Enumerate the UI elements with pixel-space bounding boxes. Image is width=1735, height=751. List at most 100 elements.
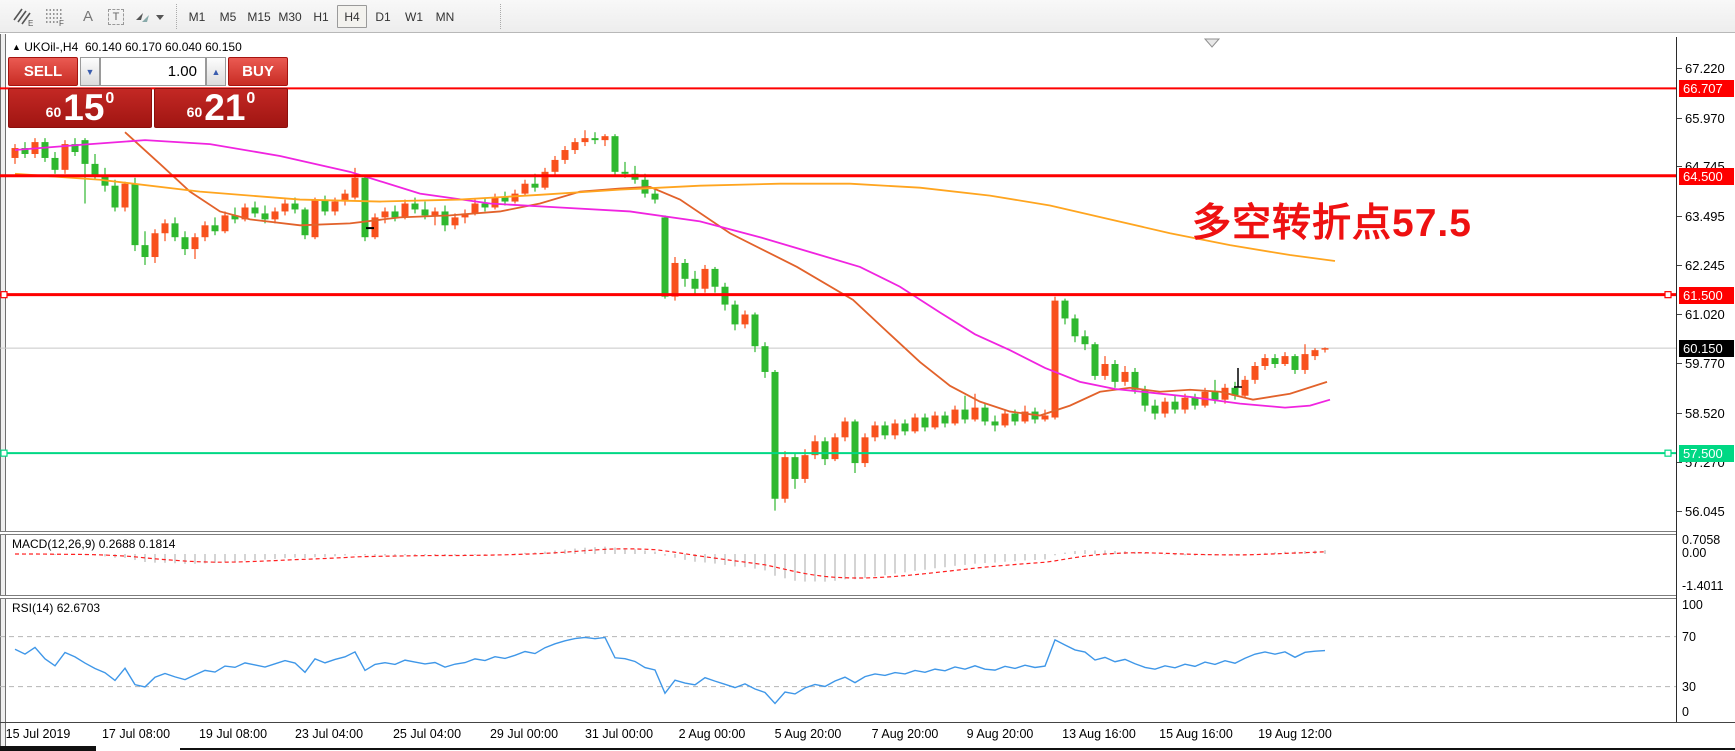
price-tick <box>1677 363 1682 365</box>
price-tick-label: 56.045 <box>1685 503 1725 519</box>
ma-fast-line <box>124 131 1328 417</box>
rsi-line <box>14 636 1326 705</box>
time-scale[interactable]: 15 Jul 2019 17 Jul 08:00 19 Jul 08:00 23 Ju… <box>0 723 1735 745</box>
svg-text:E: E <box>28 19 33 28</box>
ma-slow-line <box>14 172 1336 262</box>
price-tick <box>1677 68 1682 69</box>
price-tick <box>1677 313 1682 315</box>
ask-main: 21 <box>204 86 246 128</box>
rsi-value: 62.6703 <box>56 601 101 615</box>
chart-shift-icon <box>1203 38 1221 48</box>
price-tick-label: 67.220 <box>1685 61 1725 76</box>
tf-m15[interactable]: M15 <box>247 9 271 24</box>
price-badge-60.150: 60.150 <box>1679 340 1734 358</box>
rsi-axis-label: 30 <box>1682 680 1696 694</box>
text-label-icon[interactable]: A <box>82 8 93 25</box>
chart-annotation-text[interactable]: 多空转折点57.5 <box>1192 202 1472 245</box>
time-label: 9 Aug 20:00 <box>966 727 1034 741</box>
window-left-border <box>0 34 6 751</box>
macd-panel-splitter[interactable] <box>0 531 1735 535</box>
toolbar-separator <box>176 4 177 29</box>
bid-main: 15 <box>63 86 105 128</box>
price-badge-61.500: 61.500 <box>1679 286 1734 304</box>
time-label: 5 Aug 20:00 <box>774 727 842 741</box>
volume-field[interactable]: 1.00 <box>100 57 206 86</box>
tf-m1[interactable]: M1 <box>188 9 206 24</box>
tf-h1[interactable]: H1 <box>313 9 329 24</box>
rsi-panel-bottom-border <box>0 722 1735 723</box>
time-label: 13 Aug 16:00 <box>1062 727 1136 741</box>
rsi-canvas[interactable] <box>0 599 1676 722</box>
one-click-trade-panel: SELL ▼ 1.00 ▲ BUY 60 15 0 60 21 0 <box>8 57 288 128</box>
volume-step-down[interactable]: ▼ <box>80 57 100 86</box>
time-label: 19 Jul 08:00 <box>198 727 268 741</box>
tf-m30[interactable]: M30 <box>278 9 302 24</box>
macd-axis-label: 0.7058 <box>1682 533 1721 547</box>
price-chart-canvas[interactable] <box>0 37 1676 531</box>
ask-pip: 0 <box>246 90 256 107</box>
price-tick-label: 62.245 <box>1685 258 1725 274</box>
price-tick-label: 59.770 <box>1685 356 1725 372</box>
price-badge-64.500: 64.500 <box>1679 167 1734 185</box>
chart-header: ▲ UKOil-,H4 60.140 60.170 60.040 60.150 <box>12 40 242 54</box>
time-label: 19 Aug 12:00 <box>1258 727 1332 741</box>
tf-mn[interactable]: MN <box>435 9 455 24</box>
macd-axis-label: -1.4011 <box>1682 579 1724 593</box>
bottom-scrollbar-thumb[interactable] <box>0 746 96 751</box>
macd-axis-label: 0.00 <box>1682 546 1707 560</box>
rsi-axis-label: 70 <box>1682 630 1696 644</box>
time-label: 29 Jul 00:00 <box>489 727 559 741</box>
time-label: 31 Jul 00:00 <box>584 727 654 741</box>
price-tick <box>1677 215 1682 217</box>
price-tick-label: 61.020 <box>1685 306 1725 322</box>
rsi-panel-splitter[interactable] <box>0 595 1735 599</box>
grid-fibo-icon[interactable]: F <box>44 4 72 29</box>
hatch-expert-icon[interactable]: E <box>12 4 40 29</box>
price-tick <box>1677 166 1682 168</box>
rsi-axis-label: 0 <box>1682 705 1689 719</box>
time-label: 15 Aug 16:00 <box>1159 727 1233 741</box>
time-label: 7 Aug 20:00 <box>871 727 939 741</box>
macd-canvas[interactable] <box>0 535 1676 595</box>
toolbar-separator-2 <box>500 4 501 29</box>
macd-label: MACD(12,26,9) 0.2688 0.1814 <box>12 537 176 551</box>
price-tick-label: 58.520 <box>1685 405 1725 421</box>
time-label: 15 Jul 2019 <box>5 727 71 741</box>
price-tick <box>1677 265 1682 267</box>
price-tick-label: 65.970 <box>1685 110 1725 126</box>
sell-button[interactable]: SELL <box>8 57 78 86</box>
macd-signal-line <box>14 548 1326 579</box>
price-badge-66.707: 66.707 <box>1679 80 1734 98</box>
tf-m5[interactable]: M5 <box>219 9 237 24</box>
time-label: 2 Aug 00:00 <box>678 727 746 741</box>
price-tick <box>1677 462 1682 464</box>
ask-price-box[interactable]: 60 21 0 <box>154 88 288 128</box>
price-badge-57.500: 57.500 <box>1679 445 1734 463</box>
time-label: 23 Jul 04:00 <box>294 727 364 741</box>
bottom-window-edge <box>180 748 1735 750</box>
collapse-triangle-icon[interactable]: ▲ <box>12 42 21 52</box>
candles-layer <box>11 130 1329 511</box>
symbol-period-label: UKOil-,H4 <box>24 40 79 54</box>
ohlc-readout: 60.140 60.170 60.040 60.150 <box>84 40 242 54</box>
tf-d1[interactable]: D1 <box>375 9 391 24</box>
ask-prefix: 60 <box>186 104 203 120</box>
time-label: 17 Jul 08:00 <box>101 727 171 741</box>
price-tick <box>1677 117 1682 119</box>
bid-price-box[interactable]: 60 15 0 <box>8 88 152 128</box>
bid-pip: 0 <box>105 90 115 107</box>
tf-h4[interactable]: H4 <box>337 5 367 28</box>
price-scale[interactable]: 67.220 65.970 64.745 63.495 62.245 61.020 59.7… <box>1676 37 1735 722</box>
bid-prefix: 60 <box>45 104 62 120</box>
buy-button[interactable]: BUY <box>228 57 288 86</box>
volume-step-up[interactable]: ▲ <box>206 57 226 86</box>
rsi-axis-label: 100 <box>1682 598 1703 612</box>
tf-w1[interactable]: W1 <box>405 9 423 24</box>
price-tick-label: 63.495 <box>1685 208 1725 224</box>
macd-values: 0.2688 0.1814 <box>98 537 176 551</box>
text-box-icon[interactable]: T <box>102 4 130 29</box>
cursor-arrows-icon[interactable] <box>132 4 170 29</box>
time-label: 25 Jul 04:00 <box>392 727 462 741</box>
price-tick <box>1677 412 1682 414</box>
